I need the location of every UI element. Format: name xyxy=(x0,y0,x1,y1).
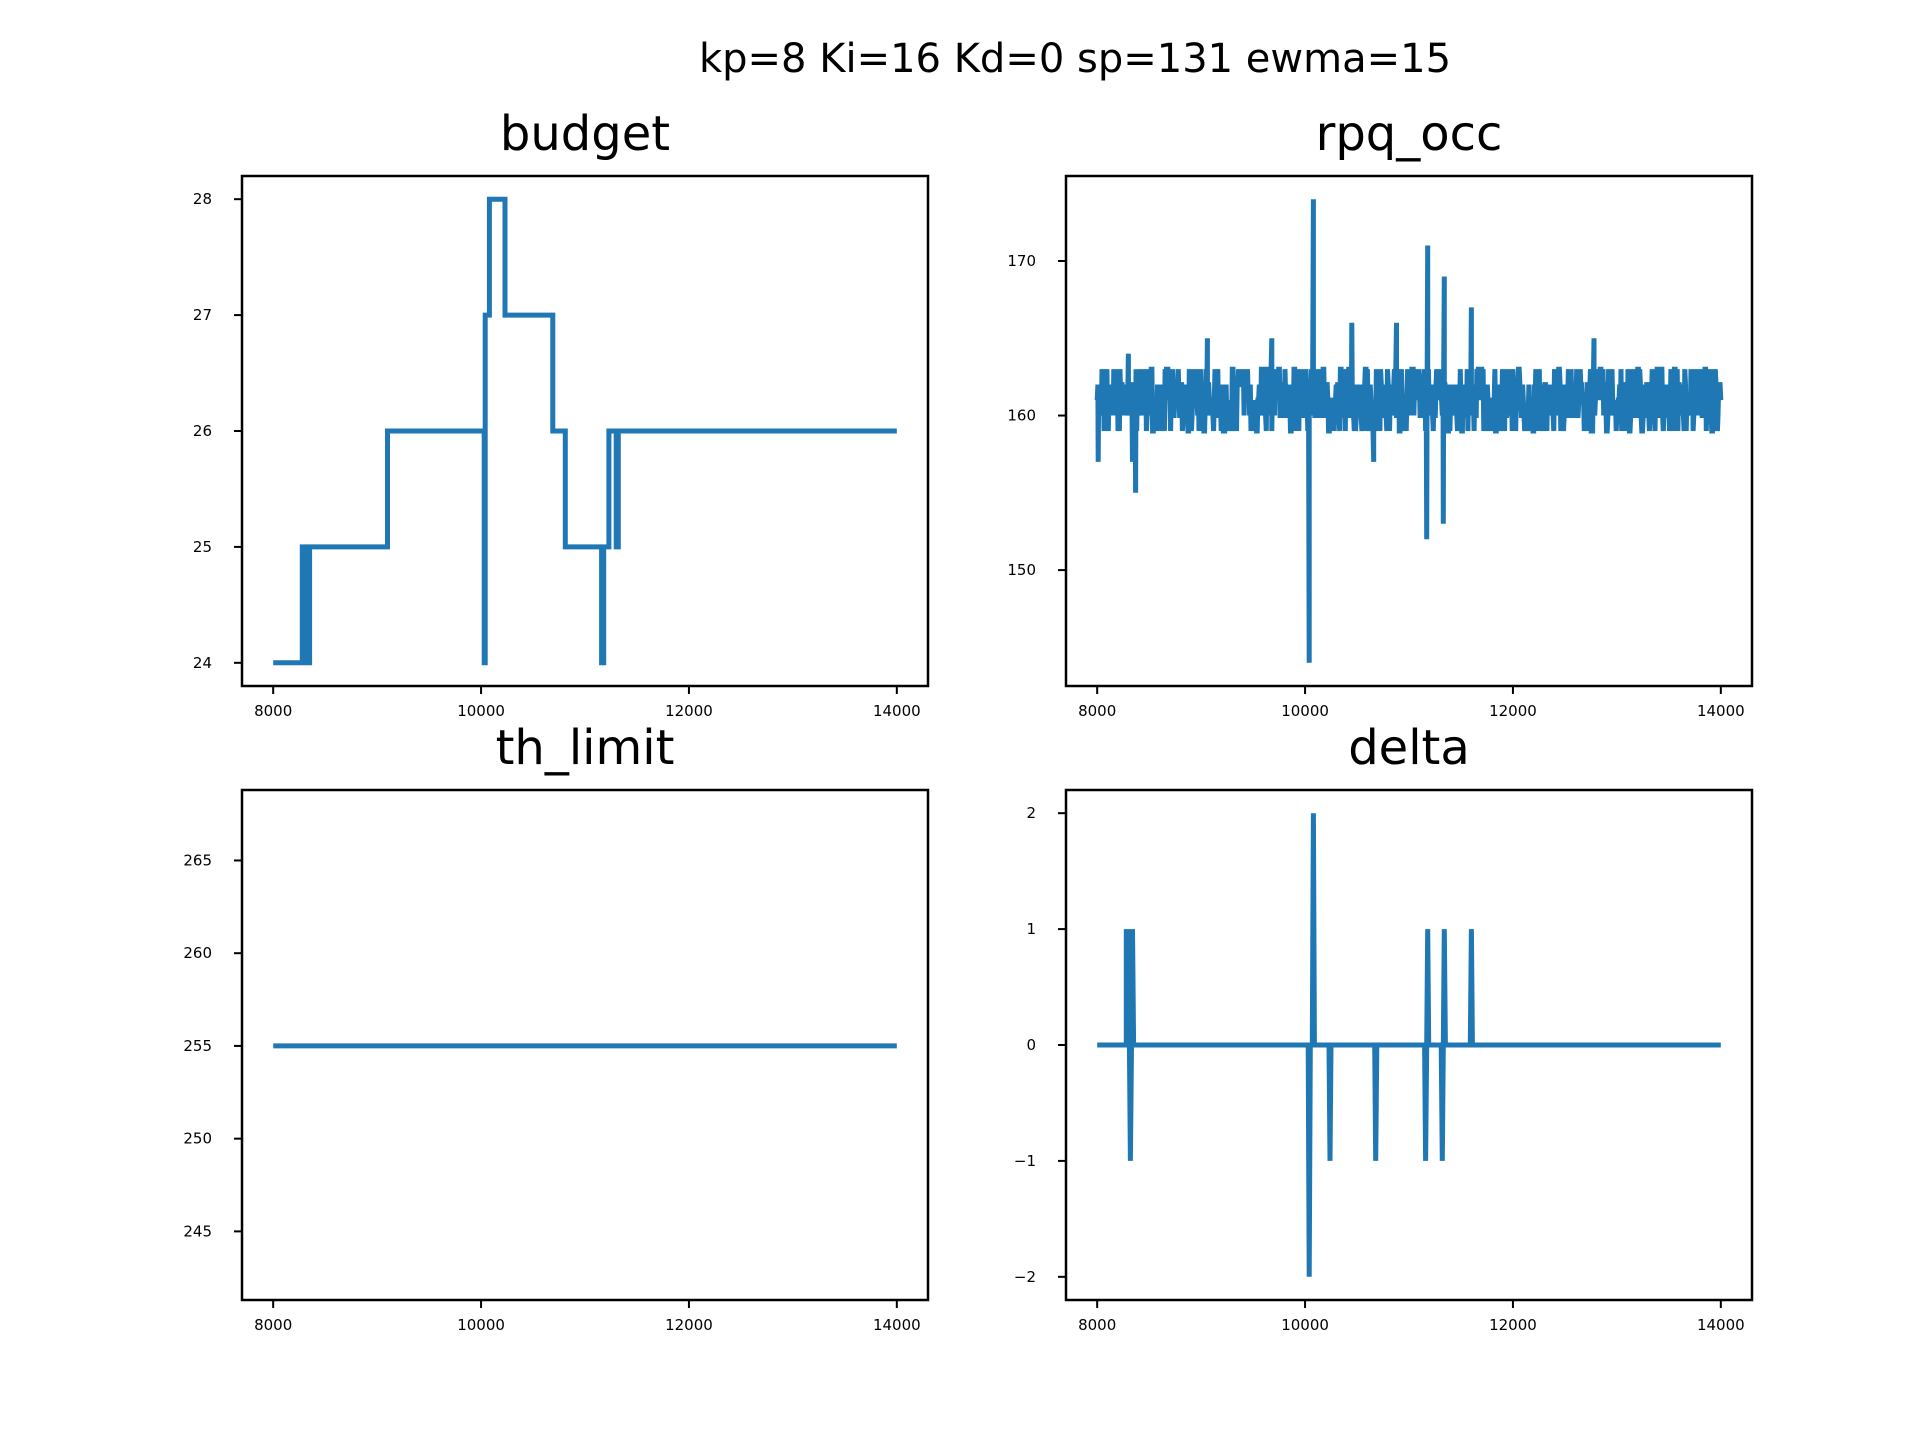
x-tick-label-rpq-occ: 8000 xyxy=(1078,702,1116,720)
y-tick-label-budget: 26 xyxy=(193,422,212,440)
figure-suptitle: kp=8 Ki=16 Kd=0 sp=131 ewma=15 xyxy=(699,36,1451,82)
subplot-th-limit: th_limit 8000 10000 12000 14000 245 250 255 260 2… xyxy=(183,720,930,1334)
x-tick-label-th-limit: 12000 xyxy=(665,1316,713,1334)
y-tick-label-delta: 1 xyxy=(1026,920,1036,938)
y-tick-label-delta: 0 xyxy=(1026,1036,1036,1054)
subplot-title-th-limit: th_limit xyxy=(496,720,675,776)
x-tick-label-delta: 10000 xyxy=(1281,1316,1329,1334)
subplot-title-rpq-occ: rpq_occ xyxy=(1316,106,1503,162)
x-tick-label-rpq-occ: 10000 xyxy=(1281,702,1329,720)
y-tick-label-rpq-occ: 160 xyxy=(1007,407,1036,425)
y-tick-label-delta: −2 xyxy=(1014,1268,1036,1286)
x-tick-label-delta: 8000 xyxy=(1078,1316,1116,1334)
subplot-title-budget: budget xyxy=(500,106,670,162)
y-tick-label-rpq-occ: 150 xyxy=(1007,561,1036,579)
x-tick-label-th-limit: 8000 xyxy=(254,1316,292,1334)
subplot-budget: budget 8000 10000 12000 14000 24 25 26 27 28 xyxy=(193,106,930,720)
series-line-budget xyxy=(273,196,897,666)
series-line-rpq-occ xyxy=(1094,199,1724,663)
x-tick-label-budget: 10000 xyxy=(457,702,505,720)
y-tick-label-budget: 25 xyxy=(193,538,212,556)
subplot-title-delta: delta xyxy=(1348,720,1470,776)
y-tick-label-budget: 24 xyxy=(193,654,212,672)
x-tick-label-delta: 14000 xyxy=(1697,1316,1745,1334)
x-tick-label-delta: 12000 xyxy=(1489,1316,1537,1334)
x-tick-label-rpq-occ: 12000 xyxy=(1489,702,1537,720)
y-tick-label-budget: 27 xyxy=(193,306,212,324)
x-tick-label-budget: 8000 xyxy=(254,702,292,720)
y-tick-label-delta: −1 xyxy=(1014,1152,1036,1170)
plot-frame-rpq-occ xyxy=(1064,174,1754,688)
x-tick-label-budget: 14000 xyxy=(873,702,921,720)
y-tick-label-rpq-occ: 170 xyxy=(1007,252,1036,270)
subplot-delta: delta 8000 10000 12000 14000 −2 −1 0 1 2 xyxy=(1014,720,1754,1334)
x-tick-label-th-limit: 14000 xyxy=(873,1316,921,1334)
series-line-delta xyxy=(1097,813,1721,1277)
x-tick-label-th-limit: 10000 xyxy=(457,1316,505,1334)
y-tick-label-th-limit: 260 xyxy=(183,944,212,962)
x-tick-label-rpq-occ: 14000 xyxy=(1697,702,1745,720)
y-tick-label-delta: 2 xyxy=(1026,804,1036,822)
y-tick-label-th-limit: 255 xyxy=(183,1037,212,1055)
y-tick-label-th-limit: 265 xyxy=(183,851,212,869)
y-tick-label-budget: 28 xyxy=(193,190,212,208)
subplot-rpq-occ: rpq_occ 8000 10000 12000 14000 150 160 170 xyxy=(1007,106,1754,720)
y-tick-label-th-limit: 250 xyxy=(183,1130,212,1148)
y-tick-label-th-limit: 245 xyxy=(183,1222,212,1240)
x-tick-label-budget: 12000 xyxy=(665,702,713,720)
subplot-grid: budget 8000 10000 12000 14000 24 25 26 27 28 rpq_o… xyxy=(183,106,1754,1334)
